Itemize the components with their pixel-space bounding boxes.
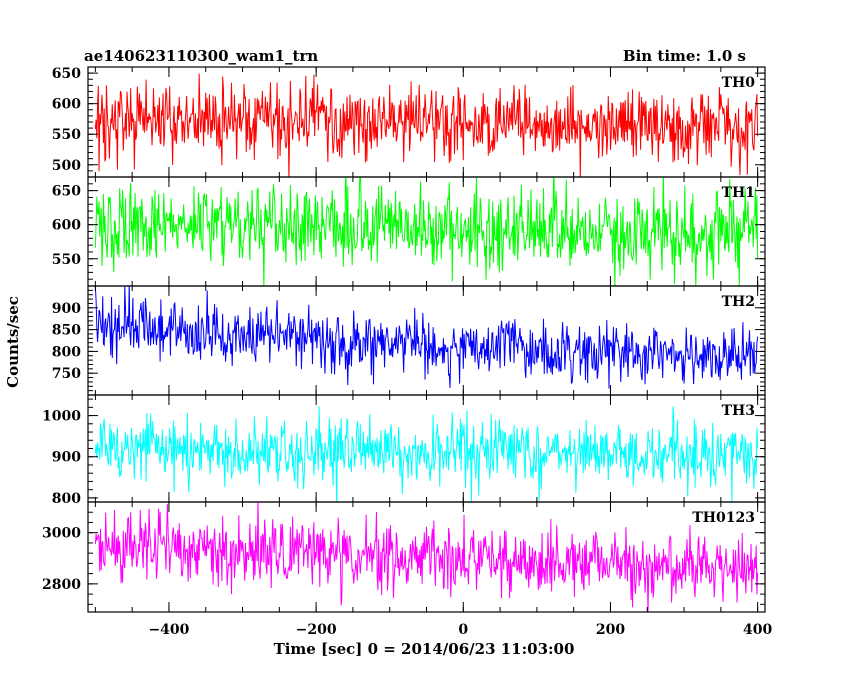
y-tick-label: 650 (52, 184, 81, 200)
y-tick-label: 900 (52, 301, 81, 317)
y-tick-label: 600 (52, 97, 81, 113)
x-tick-label: 200 (596, 622, 625, 638)
y-tick-label: 750 (52, 366, 81, 382)
series-th3 (94, 406, 759, 502)
y-tick-label: 550 (52, 127, 81, 143)
panel-label-th1: TH1 (722, 185, 755, 201)
y-tick-label: 600 (52, 218, 81, 234)
panel-th0123: 2800 3000 TH0123 (42, 501, 766, 613)
y-axis-label: Counts/sec (4, 296, 22, 388)
panel-th0: 500 550 600 650 TH0 (52, 66, 766, 178)
y-tick-label: 850 (52, 323, 81, 339)
y-tick-label: 3000 (42, 526, 81, 542)
y-tick-label: 2800 (42, 577, 81, 593)
y-tick-label: 500 (52, 158, 81, 174)
panel-th2: 750 800 850 900 TH2 (52, 285, 766, 396)
y-tick-label: 650 (52, 66, 81, 82)
panel-label-th0: TH0 (722, 75, 756, 91)
panels-group: 500 550 600 650 TH0 550 600 650 TH1 750 800 850 900 T… (42, 66, 772, 638)
panel-label-th0123: TH0123 (692, 510, 755, 526)
bin-time-label: Bin time: 1.0 s (623, 47, 746, 65)
series-th0 (94, 73, 759, 177)
x-tick-label: 0 (458, 622, 468, 638)
y-tick-label: 1000 (42, 409, 81, 425)
y-tick-label: 800 (52, 491, 81, 507)
y-tick-label: 800 (52, 344, 81, 360)
x-axis-label: Time [sec] 0 = 2014/06/23 11:03:00 (274, 640, 575, 658)
panel-label-th3: TH3 (722, 403, 755, 419)
x-tick-label: 400 (743, 622, 772, 638)
y-tick-label: 900 (52, 450, 81, 466)
chart-title: ae140623110300_wam1_trn (84, 47, 318, 65)
series-th0123 (94, 502, 759, 612)
x-tick-label: −400 (148, 622, 189, 638)
y-tick-label: 550 (52, 252, 81, 268)
x-tick-label: −200 (296, 622, 337, 638)
panel-th3: 800 900 1000 TH3 (42, 394, 766, 507)
panel-th1: 550 600 650 TH1 (52, 176, 766, 287)
panel-label-th2: TH2 (722, 294, 755, 310)
series-th2 (94, 286, 759, 389)
series-th1 (94, 177, 759, 286)
